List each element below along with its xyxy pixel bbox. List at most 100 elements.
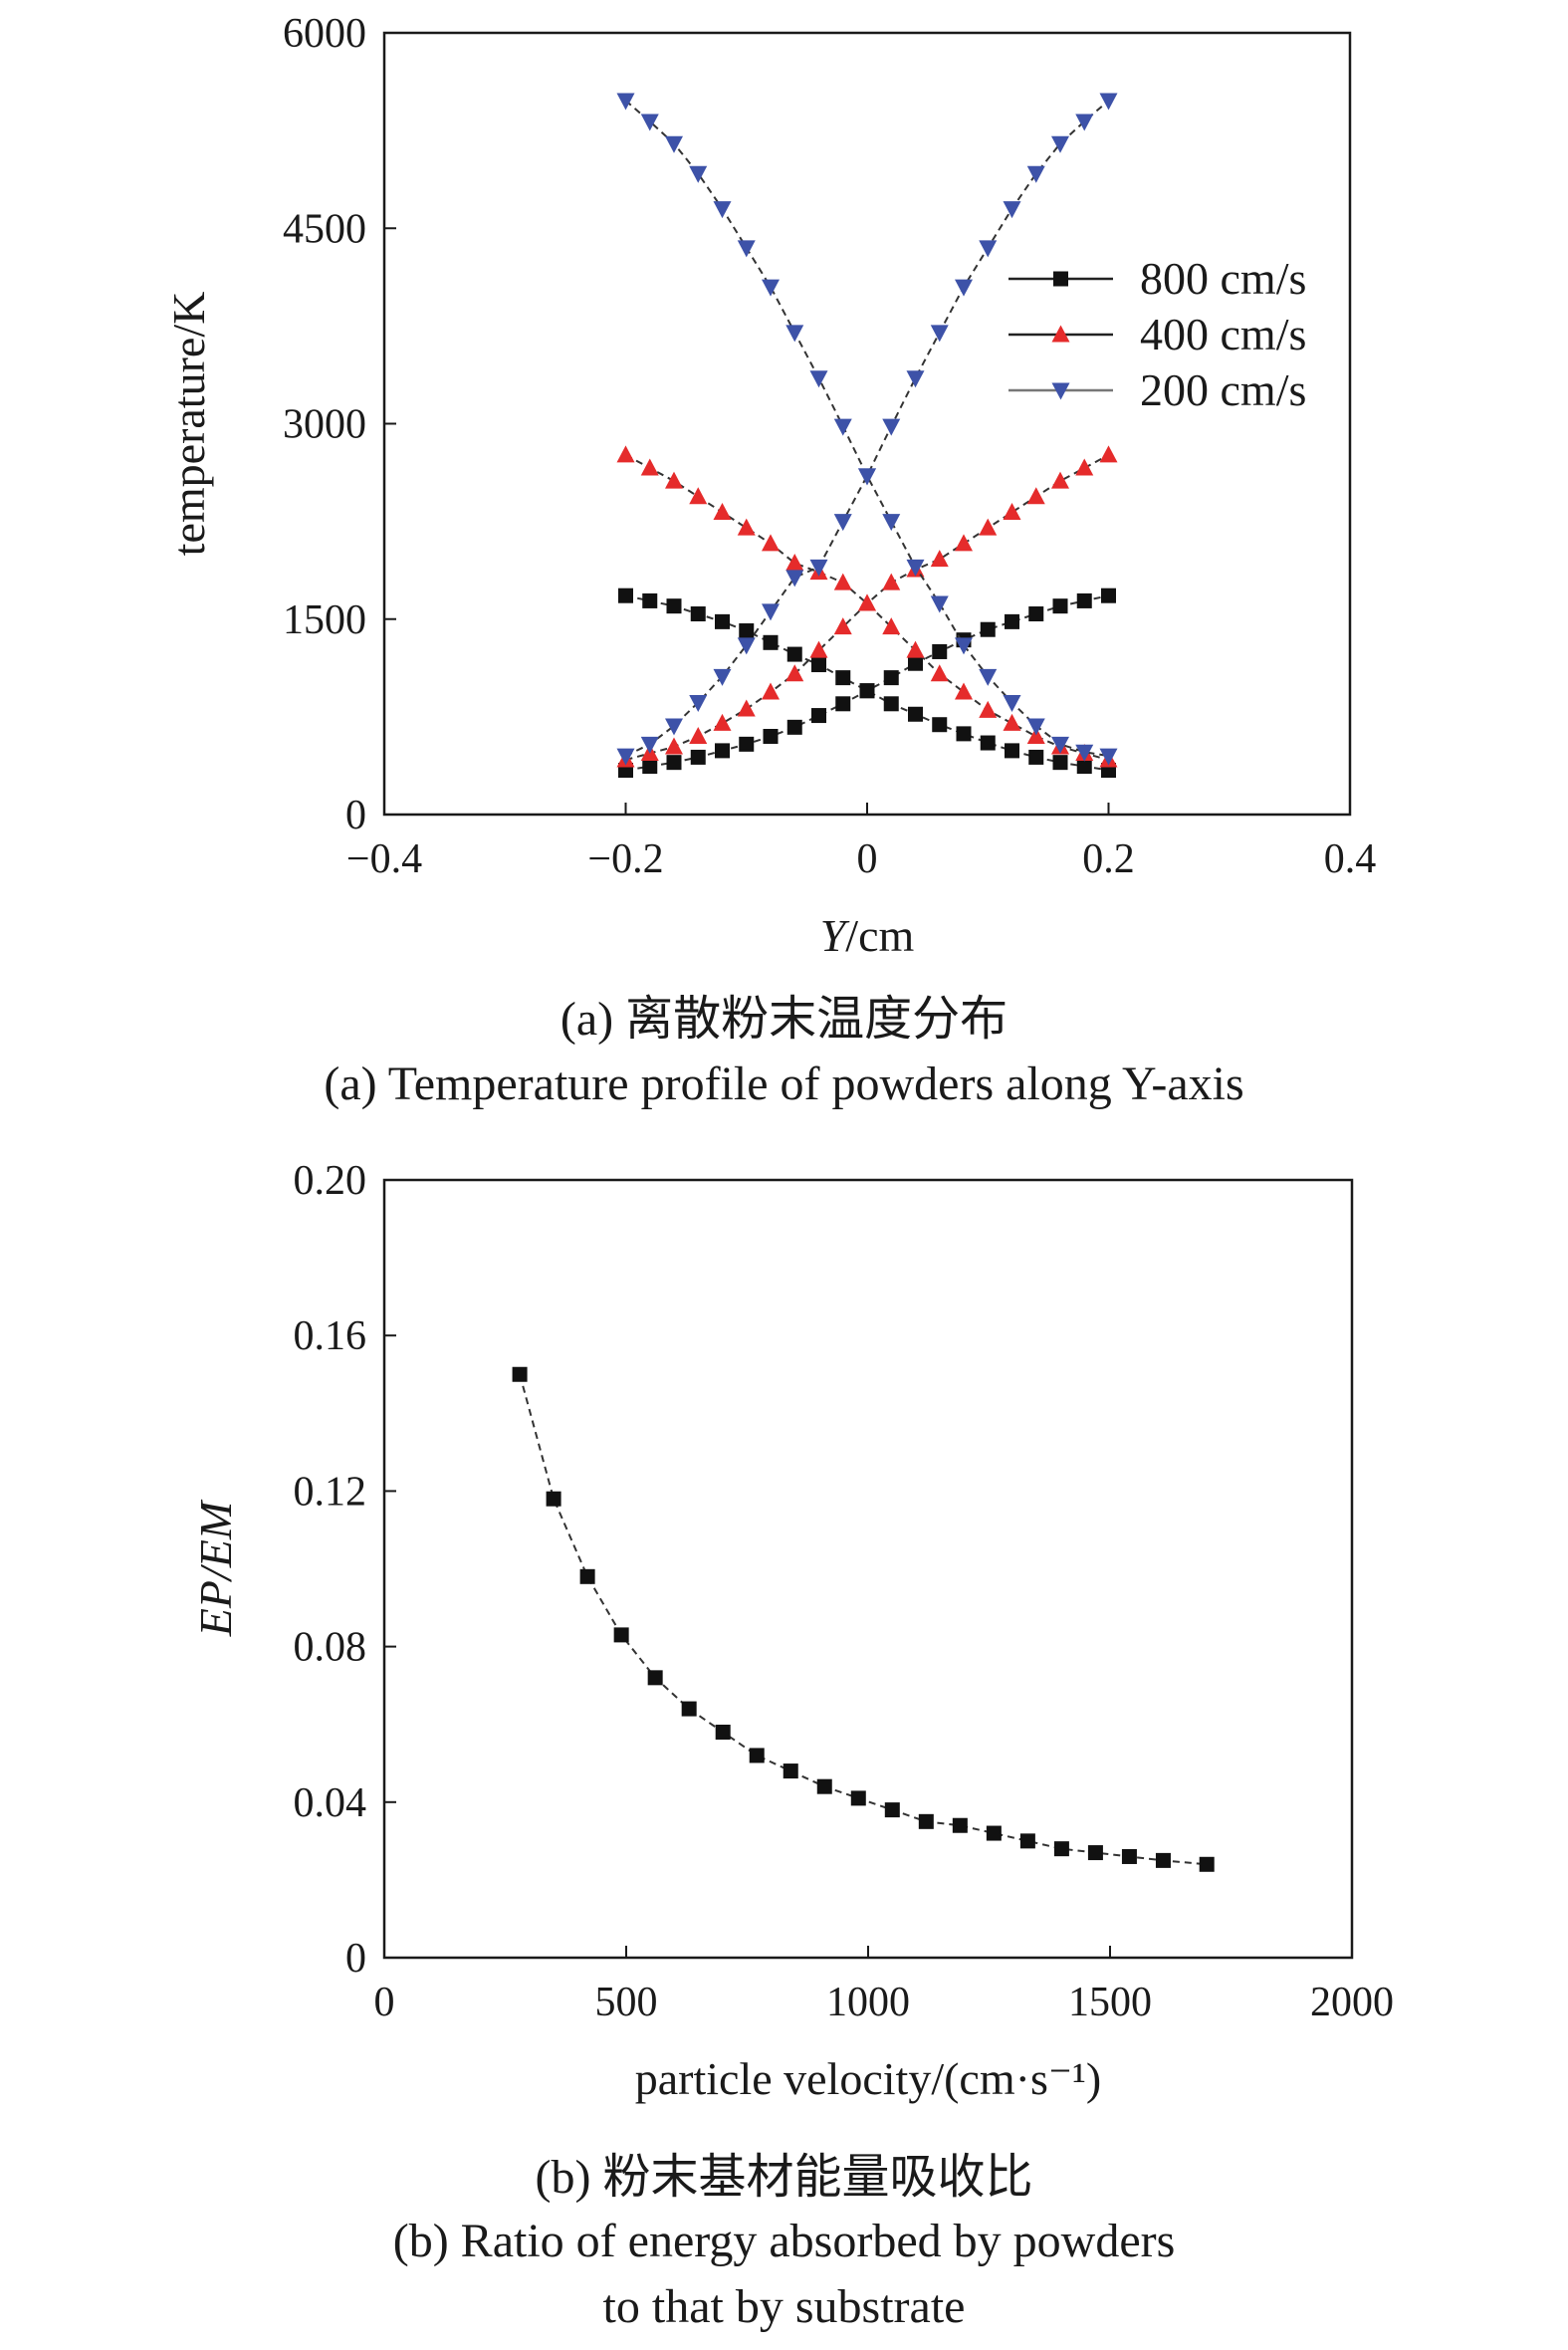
series-0-point [1005, 743, 1019, 759]
series-0-point [1076, 759, 1092, 775]
series-2-point [809, 559, 828, 577]
series-2-point [955, 637, 973, 655]
x-tick-label: 0 [857, 836, 878, 882]
series-2-point [955, 279, 973, 297]
series-1-point [1003, 713, 1021, 731]
series-1-point [713, 502, 732, 520]
series-0-point [932, 717, 948, 733]
caption-a-chinese: (a) 离散粉末温度分布 [560, 993, 1008, 1046]
series-1-point [689, 487, 708, 505]
series-1-point [906, 640, 925, 658]
series-0-point [1199, 1856, 1215, 1872]
series-1-point [689, 727, 708, 744]
series-0-point [763, 634, 779, 650]
series-0-point [980, 735, 996, 751]
legend-label: 400 cm/s [1140, 309, 1306, 359]
series-0-point [642, 759, 658, 775]
series-0-point [1019, 1833, 1035, 1849]
y-tick-label: 4500 [283, 206, 366, 252]
series-0-point [739, 623, 755, 639]
series-1-point [979, 518, 998, 536]
series-0-point [681, 1701, 697, 1717]
series-0-point [986, 1825, 1002, 1841]
x-tick-label: −0.2 [587, 836, 663, 882]
series-1-point [616, 445, 635, 463]
series-0-point [749, 1748, 765, 1763]
x-tick-label: 2000 [1310, 1980, 1394, 2025]
legend-label: 800 cm/s [1140, 253, 1306, 304]
series-0-point [883, 670, 899, 686]
series-1-point [762, 534, 780, 552]
plot-frame [382, 1178, 1354, 1960]
series-0-point [739, 736, 755, 752]
series-2-point [1026, 165, 1045, 183]
series-2-point [882, 514, 901, 532]
series-1-point [665, 471, 683, 489]
series-2-point [1075, 114, 1094, 131]
series-0-point [859, 683, 875, 699]
series-2-point [616, 93, 635, 111]
series-0-point [1101, 588, 1116, 603]
series-2-point [833, 514, 852, 532]
series-2-point [1075, 744, 1094, 762]
series-2-point [689, 165, 708, 183]
series-2-point [1099, 748, 1118, 766]
series-2-point [737, 240, 756, 258]
series-0-point [512, 1366, 528, 1382]
series-0-point [715, 613, 730, 629]
series-2-point [785, 570, 804, 588]
series-1-point [882, 573, 901, 590]
series-0-point [835, 670, 851, 686]
series-1-point [955, 534, 973, 552]
x-tick-label: 500 [595, 1980, 658, 2025]
legend-marker [1051, 325, 1070, 343]
x-axis-label: Y/cm [820, 910, 915, 961]
x-tick-label: 1500 [1068, 1980, 1152, 2025]
series-0-line-1 [625, 594, 1109, 772]
series-1-point [1051, 471, 1069, 489]
caption-b-english-line1: (b) Ratio of energy absorbed by powders [392, 2215, 1176, 2267]
series-0-point [908, 655, 923, 671]
series-1-point [930, 664, 949, 682]
series-0-point [1028, 749, 1044, 765]
series-0-point [1155, 1852, 1171, 1868]
series-0-point [783, 1763, 798, 1779]
series-0-point [1053, 1841, 1069, 1857]
series-0-point [690, 749, 706, 765]
series-2-point [833, 418, 852, 436]
series-1-point [737, 518, 756, 536]
series-1-point [833, 573, 852, 590]
series-2-point [809, 370, 828, 388]
series-2-point [1099, 93, 1118, 111]
series-0-point [786, 646, 802, 662]
caption-a-english: (a) Temperature profile of powders along… [324, 1058, 1244, 1110]
legend-marker [1051, 382, 1070, 400]
series-2-point [762, 279, 780, 297]
series-2-point [882, 418, 901, 436]
y-tick-label: 3000 [283, 402, 366, 448]
series-1-point [1026, 487, 1045, 505]
legend-marker [1053, 271, 1068, 287]
series-1-point [713, 713, 732, 731]
series-0-point [1087, 1845, 1103, 1861]
series-0-point [956, 726, 972, 742]
series-2-point [665, 135, 683, 153]
series-0-point [1052, 598, 1068, 614]
y-axis-label: EP/EM [190, 1499, 241, 1637]
series-0-point [850, 1790, 866, 1806]
series-1-point [762, 682, 780, 700]
x-tick-label: 0 [374, 1980, 395, 2025]
series-2-point [979, 668, 998, 686]
series-0-point [1028, 606, 1044, 622]
series-0-point [980, 621, 996, 637]
y-tick-label: 0 [345, 793, 366, 838]
series-0-point [666, 755, 682, 771]
series-2-line-1 [624, 100, 1109, 758]
series-2-point [1051, 736, 1069, 754]
series-1-point [1075, 458, 1094, 476]
y-tick-label: 0.16 [294, 1313, 367, 1359]
caption-b-chinese: (b) 粉末基材能量吸收比 [535, 2151, 1033, 2204]
series-2-point [1051, 135, 1069, 153]
y-tick-label: 0.12 [294, 1469, 367, 1515]
x-tick-label: 0.4 [1324, 836, 1377, 882]
